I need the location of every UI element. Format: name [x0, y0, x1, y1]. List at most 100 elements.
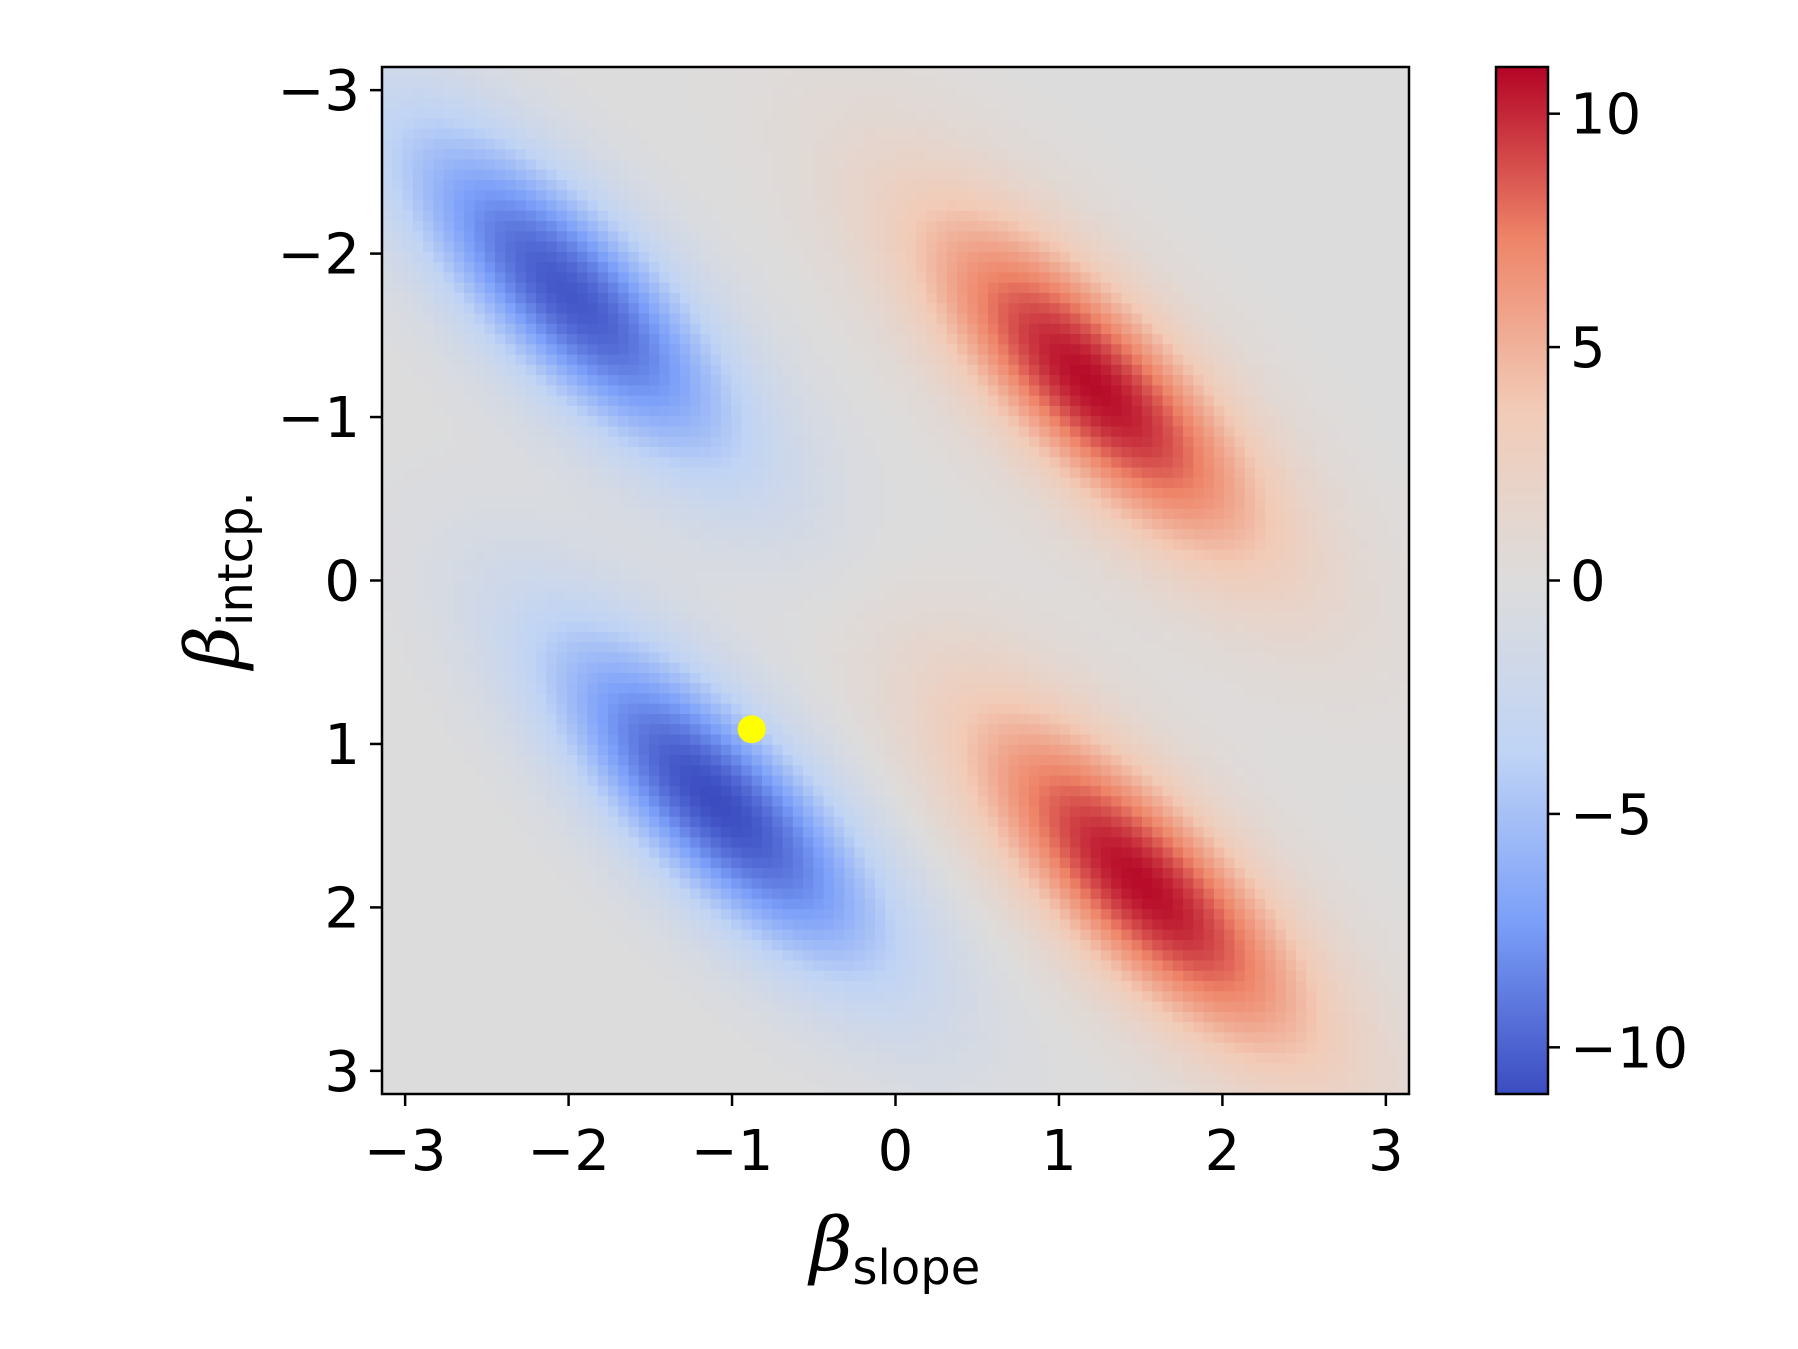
heatmap-cell: [844, 334, 856, 345]
heatmap-cell: [1357, 446, 1369, 458]
heatmap-cell: [987, 77, 999, 89]
heatmap-cell: [864, 108, 876, 119]
heatmap-cell: [1378, 97, 1390, 109]
heatmap-cell: [1398, 529, 1409, 541]
heatmap-cell: [1141, 457, 1153, 469]
heatmap-cell: [1193, 190, 1205, 202]
heatmap-cell: [741, 559, 753, 571]
heatmap-cell: [1326, 251, 1338, 263]
heatmap-cell: [741, 570, 753, 582]
heatmap-cell: [1039, 149, 1051, 161]
heatmap-cell: [494, 477, 506, 489]
heatmap-cell: [679, 395, 691, 407]
heatmap-cell: [566, 149, 578, 161]
heatmap-cell: [1378, 169, 1390, 181]
heatmap-cell: [1059, 87, 1071, 99]
heatmap-cell: [433, 529, 445, 541]
heatmap-cell: [761, 149, 773, 161]
heatmap-cell: [577, 488, 588, 499]
heatmap-cell: [556, 292, 568, 304]
heatmap-cell: [382, 67, 393, 78]
heatmap-cell: [792, 344, 804, 356]
heatmap-cell: [494, 344, 506, 356]
heatmap-cell: [1193, 457, 1205, 469]
heatmap-cell: [382, 159, 393, 171]
heatmap-cell: [566, 241, 578, 253]
heatmap-cell: [1090, 200, 1102, 212]
heatmap-cell: [792, 190, 804, 202]
heatmap-cell: [751, 262, 763, 273]
heatmap-cell: [546, 138, 558, 150]
heatmap-cell: [813, 488, 825, 499]
heatmap-cell: [1213, 334, 1225, 345]
heatmap-cell: [813, 498, 825, 510]
heatmap-cell: [1234, 292, 1246, 304]
heatmap-cell: [1347, 334, 1359, 345]
heatmap-cell: [772, 190, 784, 202]
heatmap-cell: [720, 395, 732, 407]
heatmap-cell: [741, 518, 753, 530]
heatmap-cell: [936, 190, 948, 202]
heatmap-cell: [741, 436, 753, 448]
heatmap-cell: [1049, 529, 1061, 541]
heatmap-cell: [1224, 159, 1236, 171]
heatmap-cell: [977, 477, 989, 489]
heatmap-cell: [566, 488, 578, 499]
heatmap-cell: [1183, 190, 1194, 202]
heatmap-cell: [1367, 344, 1379, 356]
heatmap-cell: [1080, 190, 1092, 202]
heatmap-cell: [505, 169, 517, 181]
heatmap-cell: [1306, 159, 1318, 171]
heatmap-cell: [998, 149, 1010, 161]
heatmap-cell: [731, 67, 743, 78]
heatmap-cell: [720, 138, 732, 150]
heatmap-cell: [546, 385, 558, 397]
heatmap-cell: [505, 436, 517, 448]
heatmap-cell: [1039, 539, 1051, 551]
heatmap-cell: [741, 457, 753, 469]
heatmap-cell: [1039, 190, 1051, 202]
heatmap-cell: [854, 488, 866, 499]
heatmap-cell: [700, 395, 712, 407]
heatmap-cell: [844, 87, 856, 99]
heatmap-cell: [1111, 488, 1123, 499]
heatmap-cell: [772, 118, 784, 130]
heatmap-cell: [1398, 169, 1409, 181]
heatmap-cell: [1378, 67, 1390, 78]
heatmap-cell: [556, 426, 568, 438]
heatmap-cell: [1172, 190, 1184, 202]
heatmap-cell: [597, 118, 609, 130]
heatmap-cell: [536, 179, 547, 191]
heatmap-cell: [731, 344, 743, 356]
heatmap-cell: [731, 128, 743, 140]
heatmap-cell: [607, 426, 619, 438]
heatmap-cell: [546, 570, 558, 582]
heatmap-cell: [546, 488, 558, 499]
heatmap-cell: [761, 67, 773, 78]
heatmap-cell: [669, 539, 681, 551]
heatmap-cell: [536, 292, 547, 304]
heatmap-cell: [936, 241, 948, 253]
heatmap-cell: [782, 190, 794, 202]
heatmap-cell: [382, 108, 393, 119]
heatmap-cell: [813, 529, 825, 541]
heatmap-cell: [844, 395, 856, 407]
heatmap-cell: [1224, 231, 1236, 243]
heatmap-cell: [1224, 97, 1236, 109]
heatmap-cell: [1183, 149, 1194, 161]
heatmap-cell: [751, 518, 763, 530]
heatmap-cell: [731, 508, 743, 520]
heatmap-cell: [587, 549, 599, 561]
heatmap-cell: [895, 529, 907, 541]
heatmap-cell: [813, 67, 825, 78]
heatmap-cell: [1265, 344, 1277, 356]
heatmap-cell: [382, 416, 393, 428]
heatmap-cell: [741, 149, 753, 161]
heatmap-cell: [423, 87, 434, 99]
heatmap-cell: [1152, 457, 1164, 469]
heatmap-cell: [556, 477, 568, 489]
heatmap-cell: [905, 405, 917, 417]
heatmap-cell: [1398, 159, 1409, 171]
heatmap-cell: [412, 128, 424, 140]
heatmap-cell: [957, 570, 968, 582]
